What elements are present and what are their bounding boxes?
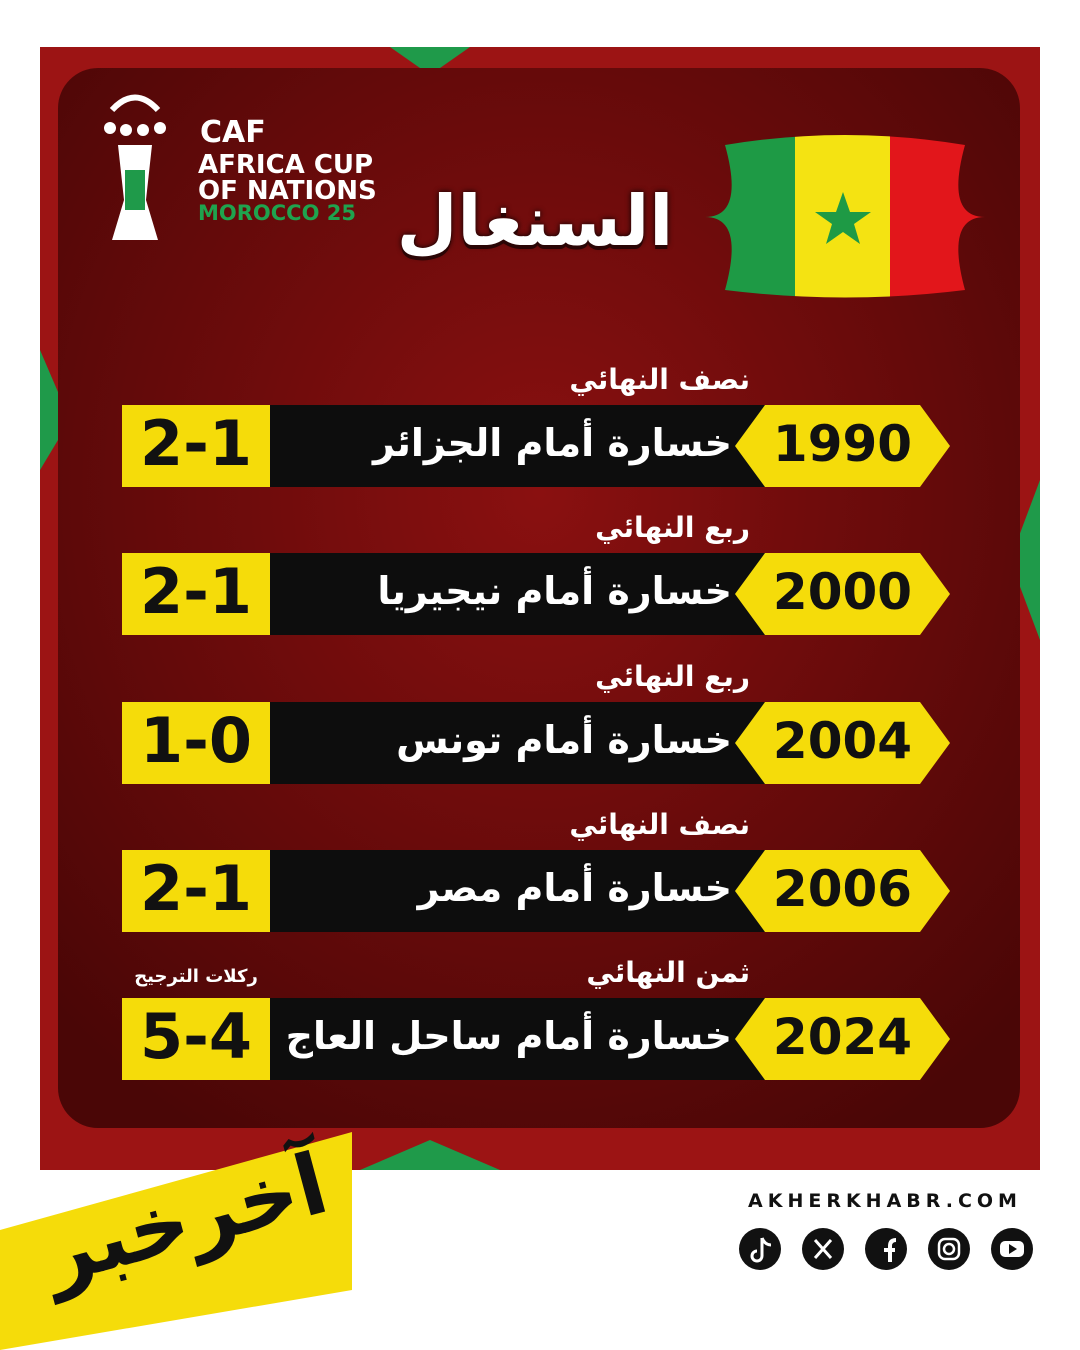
year-badge (735, 702, 950, 784)
score-box (122, 850, 270, 932)
stage-label: ربع النهائي (595, 511, 750, 544)
website: AKHERKHABR.COM (748, 1190, 1022, 1212)
logo-line: MOROCCO 25 (198, 201, 356, 225)
result-text: خسارة أمام نيجيريا (377, 569, 732, 613)
result-text: خسارة أمام ساحل العاج (285, 1014, 732, 1058)
result-text: خسارة أمام تونس (396, 718, 732, 762)
stage-label: ثمن النهائي (586, 956, 750, 989)
year-text: 2024 (772, 1008, 913, 1066)
logo-brand: CAF (200, 115, 266, 150)
logo-line: OF NATIONS (198, 176, 377, 206)
result-bar (270, 850, 790, 932)
year-badge (735, 405, 950, 487)
stage-label: نصف النهائي (569, 808, 750, 841)
social-icons (739, 1228, 1033, 1270)
stage-label: نصف النهائي (569, 363, 750, 396)
year-text: 2006 (772, 860, 913, 918)
score-box (122, 998, 270, 1080)
result-bar (270, 405, 790, 487)
stage-label: ربع النهائي (595, 660, 750, 693)
score-text: 2-1 (139, 407, 252, 480)
year-text: 2000 (772, 563, 913, 621)
result-text: خسارة أمام مصر (417, 866, 732, 910)
score-box (122, 405, 270, 487)
score-text: 2-1 (139, 555, 252, 628)
trophy (104, 94, 166, 240)
score-box (122, 702, 270, 784)
score-text: 1-0 (139, 704, 252, 777)
result-bar (270, 553, 790, 635)
result-bar (270, 702, 790, 784)
result-text: خسارة أمام الجزائر (372, 421, 732, 465)
title: السنغال (396, 180, 674, 262)
year-text: 1990 (772, 415, 913, 473)
score-box (122, 553, 270, 635)
result-bar (270, 998, 790, 1080)
year-badge (735, 998, 950, 1080)
year-badge (735, 553, 950, 635)
year-text: 2004 (772, 712, 913, 770)
score-text: 5-4 (139, 1000, 252, 1073)
year-badge (735, 850, 950, 932)
score-text: 2-1 (139, 852, 252, 925)
note: ركلات الترجيح (134, 966, 258, 987)
logo-line: AFRICA CUP (198, 150, 374, 180)
